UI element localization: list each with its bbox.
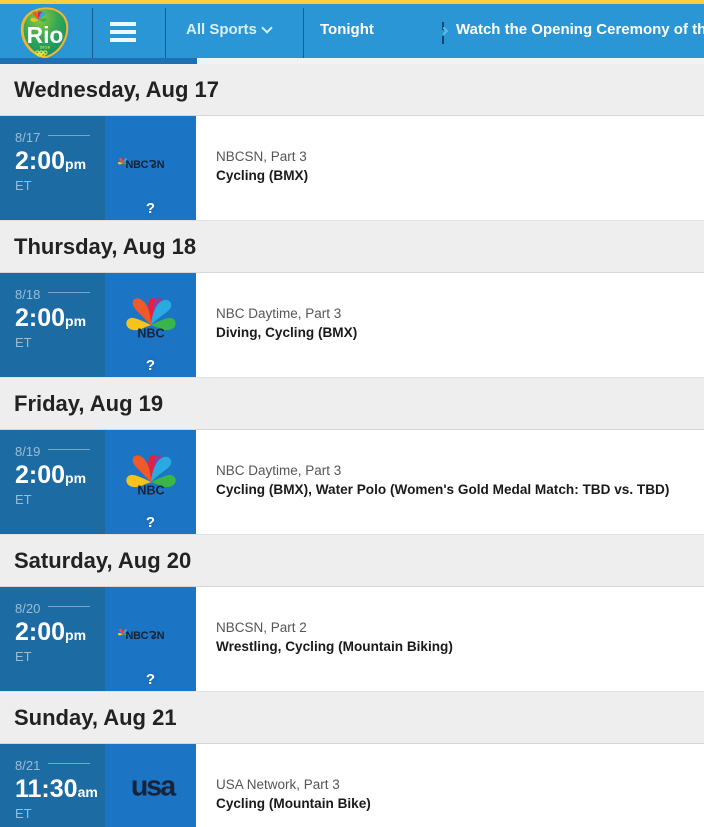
svg-text:usa: usa bbox=[130, 771, 176, 802]
svg-text:Rio: Rio bbox=[27, 22, 64, 48]
svg-text:NBC: NBC bbox=[137, 327, 164, 340]
svg-text:2016: 2016 bbox=[40, 46, 50, 50]
svg-text:NBC: NBC bbox=[137, 484, 164, 497]
